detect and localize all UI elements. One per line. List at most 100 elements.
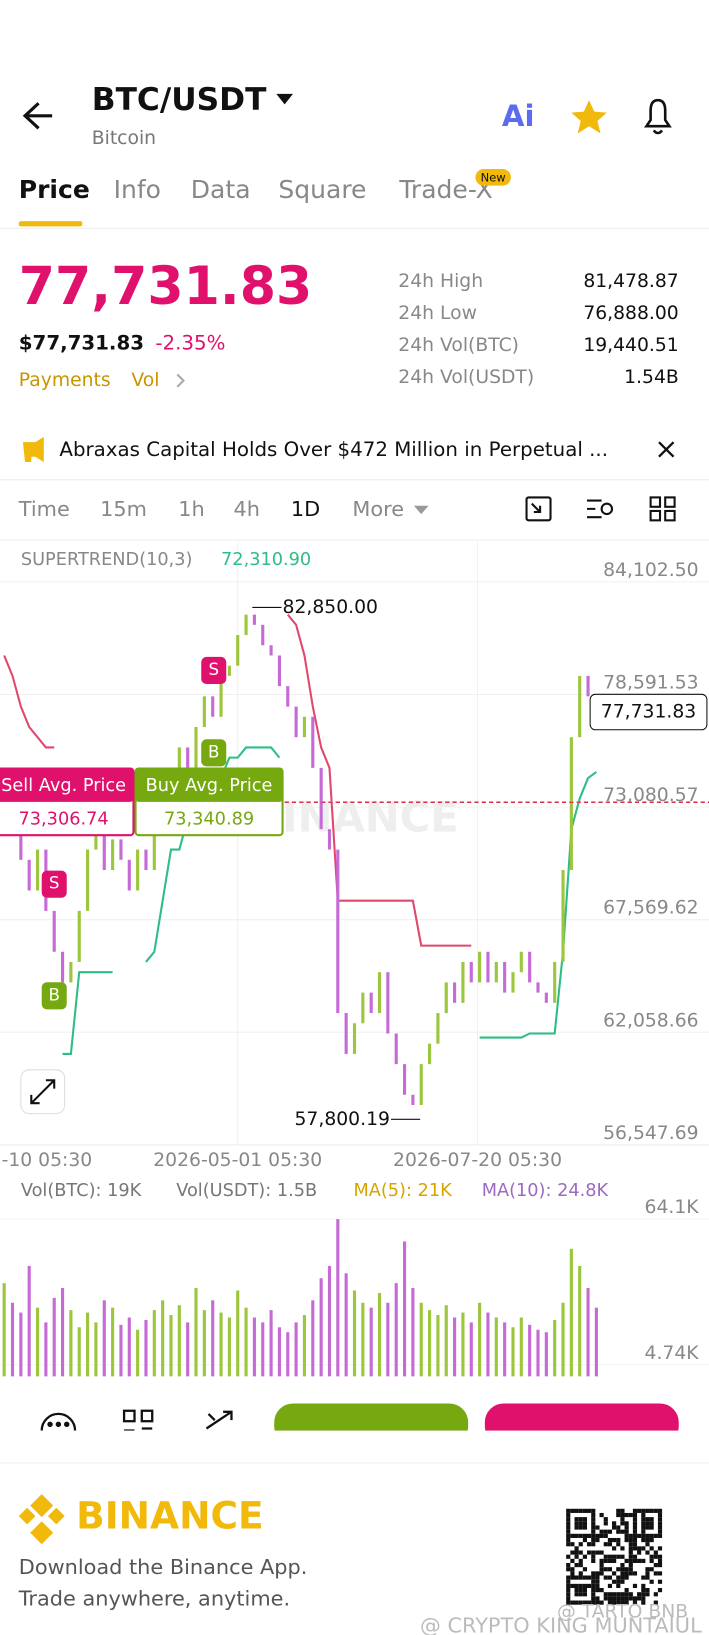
back-button[interactable] [22,102,53,130]
qr-cell [570,1600,575,1605]
qr-cell [574,1554,579,1559]
volume-bar [428,1310,432,1377]
qr-cell [566,1575,571,1580]
qr-cell [603,1533,608,1538]
volume-bar [152,1310,156,1377]
candle [302,716,307,738]
qr-cell [628,1567,633,1572]
candle [102,818,106,871]
qr-cell [628,1550,633,1555]
candle [436,1013,440,1044]
ai-button[interactable]: Ai [502,99,535,133]
qr-cell [645,1517,650,1522]
volume-bar [394,1283,398,1377]
qr-cell [624,1575,629,1580]
tab[interactable]: Info [114,175,161,204]
qr-cell [578,1533,583,1538]
volume-bar [236,1290,240,1377]
x-tick-label: 2026-05-01 05:30 [153,1150,322,1171]
stat-label: 24h Vol(USDT) [398,367,534,388]
tab[interactable]: Data [191,175,251,204]
qr-cell [637,1592,642,1597]
candle [236,635,240,666]
footer-line: Trade anywhere, anytime. [18,1586,290,1610]
news-headline[interactable]: Abraxas Capital Holds Over $472 Million … [59,438,608,461]
qr-cell [607,1542,613,1547]
qr-cell [570,1583,575,1589]
qr-cell [649,1546,654,1551]
qr-cell [591,1529,596,1534]
qr-cell [645,1588,650,1593]
timeframe[interactable]: More [352,497,404,521]
qr-cell [616,1596,621,1601]
qr-cell [649,1517,654,1522]
timeframe[interactable]: 1D [291,497,320,521]
qr-cell [595,1533,600,1538]
qr-cell [582,1583,588,1589]
qr-cell [587,1583,592,1589]
qr-cell [641,1529,646,1534]
qr-cell [607,1529,613,1534]
qr-cell [641,1537,646,1543]
volume-bar [327,1265,332,1377]
volume-bar [60,1288,65,1377]
tab[interactable]: Price [19,175,90,204]
volume-bar [469,1322,473,1377]
qr-cell [574,1525,579,1530]
alert-bell[interactable] [644,98,672,135]
tab[interactable]: Square [278,175,366,204]
qr-cell [637,1596,642,1601]
timeframe[interactable]: 1h [178,497,204,521]
avg-box-head [0,768,134,802]
candle [269,645,273,656]
qr-cell [595,1588,600,1593]
pair[interactable]: BTC/USDT [92,82,267,118]
qr-cell [603,1554,608,1559]
qr-cell [578,1508,583,1513]
qr-cell [616,1600,621,1605]
chart-tools[interactable] [525,496,676,522]
qr-cell [616,1592,621,1597]
qr-cell [616,1567,621,1572]
candle [186,747,190,768]
volume-bar [2,1283,6,1377]
qr-cell [587,1600,592,1605]
volume-bar [344,1273,348,1377]
y-tick-label: 84,102.50 [603,560,698,581]
candle [294,706,298,738]
qr-cell [620,1554,625,1559]
timeframe[interactable]: 4h [234,497,260,521]
qr-cell [582,1600,588,1605]
volume-bar [369,1307,373,1377]
volume-bar [77,1327,81,1377]
y-tick-label: 67,569.62 [603,898,698,919]
volume-bar [10,1302,15,1377]
volume-bar [478,1302,482,1377]
coin-name: Bitcoin [92,128,156,149]
timeframe[interactable]: Time [18,497,70,521]
volume-bar [69,1310,73,1377]
qr-cell [582,1533,588,1538]
volume-bar [194,1288,198,1377]
qr-cell [599,1588,604,1593]
candle [569,737,573,871]
payments-link[interactable]: Payments [19,370,111,391]
volume-bar [494,1317,498,1377]
qr-cell [632,1529,638,1534]
qr-cell [641,1600,646,1605]
candle [219,675,223,717]
volume-bar [528,1324,532,1377]
candle [227,665,231,676]
pair-dropdown[interactable] [276,93,293,105]
y-tick-label: 73,080.57 [603,785,698,806]
qr-cell [649,1508,654,1513]
favorite[interactable] [571,100,607,134]
qr-cell [653,1533,658,1538]
qr-cell [570,1567,575,1572]
vol-link[interactable]: Vol [131,370,159,391]
candle [352,1023,357,1054]
volume-bar [94,1322,98,1377]
timeframe[interactable]: 15m [100,497,147,521]
signal [201,739,227,767]
close-news[interactable] [658,441,675,458]
